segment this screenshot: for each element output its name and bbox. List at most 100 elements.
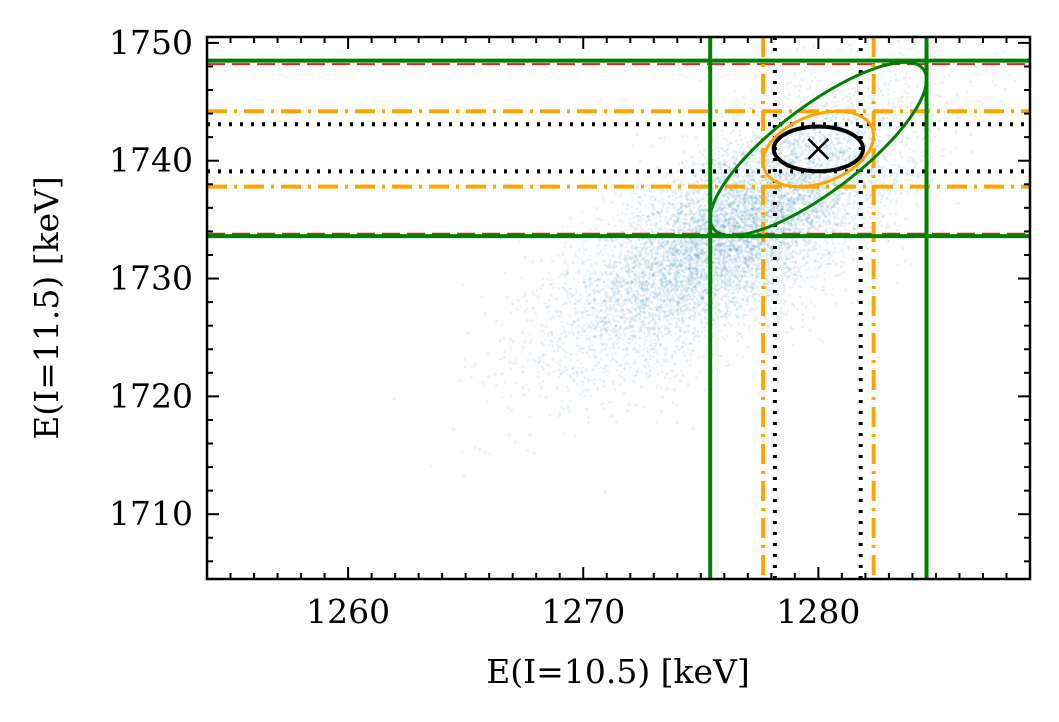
- scatter-point: [673, 192, 677, 196]
- scatter-point: [920, 76, 924, 80]
- scatter-point: [527, 388, 530, 391]
- scatter-point: [582, 323, 586, 327]
- scatter-point: [484, 451, 487, 454]
- scatter-point: [599, 270, 602, 274]
- scatter-point: [667, 319, 671, 323]
- scatter-point: [587, 324, 591, 328]
- scatter-point: [557, 287, 561, 290]
- scatter-point: [881, 139, 885, 143]
- scatter-point: [603, 490, 607, 494]
- scatter-point: [712, 269, 715, 273]
- scatter-point: [840, 260, 844, 263]
- scatter-point: [563, 330, 567, 334]
- scatter-point: [751, 130, 755, 134]
- scatter-point: [700, 298, 704, 302]
- scatter-point: [860, 99, 863, 103]
- scatter-point: [627, 221, 631, 225]
- scatter-point: [714, 115, 718, 119]
- scatter-point: [651, 268, 654, 272]
- scatter-point: [727, 254, 731, 258]
- scatter-point: [585, 318, 589, 321]
- scatter-point: [856, 131, 859, 135]
- scatter-point: [742, 356, 745, 360]
- scatter-point: [564, 240, 567, 244]
- scatter-point: [911, 131, 915, 134]
- scatter-point: [744, 256, 747, 259]
- scatter-point: [673, 332, 677, 336]
- scatter-point: [766, 249, 770, 253]
- scatter-point: [752, 292, 756, 295]
- scatter-point: [655, 386, 659, 390]
- scatter-point: [627, 403, 631, 406]
- scatter-point: [777, 147, 781, 151]
- scatter-point: [872, 98, 875, 102]
- scatter-point: [538, 381, 542, 385]
- scatter-point: [843, 144, 847, 148]
- scatter-point: [805, 191, 808, 195]
- scatter-point: [557, 346, 561, 349]
- scatter-point: [633, 256, 637, 260]
- scatter-point: [794, 105, 798, 109]
- scatter-point: [603, 370, 607, 374]
- scatter-point: [568, 399, 572, 402]
- scatter-point: [800, 302, 804, 306]
- scatter-point: [622, 391, 626, 395]
- scatter-point: [653, 217, 656, 221]
- scatter-point: [801, 313, 805, 316]
- scatter-point: [665, 373, 668, 376]
- scatter-point: [670, 215, 674, 219]
- scatter-point: [623, 355, 626, 358]
- scatter-point: [920, 159, 923, 163]
- scatter-point: [791, 302, 795, 306]
- scatter-point: [852, 151, 855, 154]
- scatter-point: [754, 137, 758, 140]
- scatter-point: [813, 304, 816, 308]
- scatter-point: [722, 194, 725, 198]
- scatter-point: [510, 311, 513, 314]
- scatter-point: [752, 157, 755, 161]
- scatter-point: [673, 260, 676, 264]
- scatter-point: [741, 167, 744, 171]
- scatter-point: [721, 115, 725, 119]
- scatter-point: [715, 366, 718, 370]
- scatter-point: [524, 383, 528, 386]
- scatter-point: [714, 271, 718, 275]
- scatter-point: [462, 474, 466, 478]
- scatter-point: [643, 193, 647, 197]
- scatter-point: [583, 394, 587, 398]
- scatter-point: [838, 209, 841, 213]
- scatter-point: [647, 215, 651, 219]
- scatter-point: [592, 306, 596, 310]
- scatter-point: [713, 249, 717, 253]
- scatter-point: [684, 275, 687, 278]
- scatter-point: [813, 267, 817, 270]
- scatter-point: [700, 330, 704, 333]
- scatter-point: [704, 329, 707, 333]
- scatter-point: [863, 216, 866, 220]
- scatter-point: [681, 135, 685, 139]
- scatter-point: [731, 281, 735, 284]
- scatter-point: [587, 421, 590, 424]
- scatter-point: [631, 348, 635, 352]
- scatter-point: [797, 196, 801, 200]
- scatter-point: [688, 316, 691, 320]
- scatter-point: [648, 354, 652, 358]
- scatter-point: [698, 257, 701, 261]
- scatter-point: [873, 208, 877, 212]
- scatter-point: [677, 230, 681, 234]
- scatter-point: [726, 295, 730, 299]
- scatter-point: [630, 205, 634, 209]
- scatter-point: [752, 174, 755, 178]
- scatter-point: [617, 373, 621, 376]
- scatter-point: [655, 274, 658, 278]
- scatter-point: [588, 387, 592, 391]
- scatter-point: [647, 364, 651, 368]
- scatter-point: [590, 320, 593, 324]
- scatter-point: [655, 309, 659, 312]
- scatter-point: [844, 240, 847, 244]
- scatter-point: [784, 330, 788, 334]
- scatter-point: [649, 195, 653, 199]
- scatter-point: [616, 273, 619, 276]
- scatter-point: [664, 324, 667, 328]
